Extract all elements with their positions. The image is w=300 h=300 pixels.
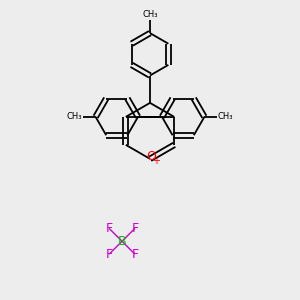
Text: F: F: [106, 222, 113, 235]
Text: +: +: [152, 156, 160, 166]
Text: CH₃: CH₃: [218, 112, 233, 122]
Text: F: F: [131, 222, 139, 235]
Text: F: F: [106, 248, 113, 261]
Text: F: F: [131, 248, 139, 261]
Text: CH₃: CH₃: [142, 10, 158, 19]
Text: O: O: [146, 150, 156, 163]
Text: B: B: [118, 235, 126, 248]
Text: CH₃: CH₃: [67, 112, 83, 122]
